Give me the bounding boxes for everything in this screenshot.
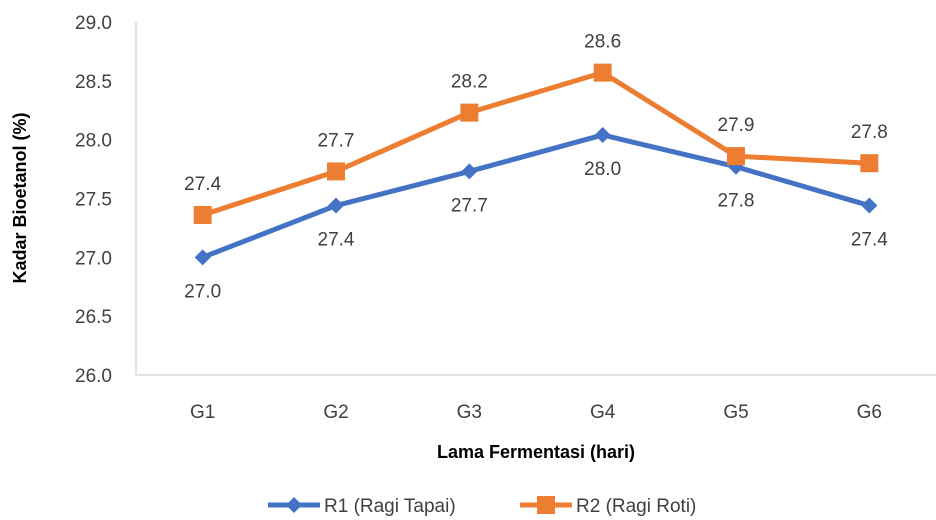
data-point-marker (860, 154, 879, 173)
legend-item: R2 (Ragi Roti) (520, 496, 696, 517)
data-label: 27.8 (718, 191, 755, 212)
series-2 (193, 63, 879, 224)
data-label: 27.8 (851, 122, 888, 143)
data-point-marker (193, 205, 212, 224)
y-tick-label: 29.0 (75, 13, 112, 34)
data-point-marker (328, 197, 344, 214)
data-label: 27.4 (184, 174, 221, 195)
data-label: 28.0 (584, 159, 621, 180)
legend-label: R2 (Ragi Roti) (576, 496, 696, 517)
y-tick-label: 27.5 (75, 190, 112, 211)
legend-marker (537, 496, 555, 514)
data-point-marker (593, 63, 612, 82)
series-line (200, 132, 872, 260)
series-1 (194, 126, 878, 266)
x-axis-title: Lama Fermentasi (hari) (437, 442, 635, 462)
data-label: 27.7 (451, 195, 488, 216)
data-label: 27.7 (318, 130, 355, 151)
data-label: 28.2 (451, 72, 488, 93)
x-tick-label: G4 (590, 402, 616, 423)
x-tick-label: G3 (457, 402, 482, 423)
data-label: 27.4 (318, 230, 355, 251)
legend-label: R1 (Ragi Tapai) (324, 496, 456, 517)
data-label: 27.4 (851, 230, 888, 251)
data-labels: 27.0 27.4 27.7 28.0 27.8 27.4 27.4 27.7 28.2 28.6… (184, 32, 888, 303)
data-label: 28.6 (584, 32, 621, 53)
legend-marker (286, 497, 302, 513)
legend-item: R1 (Ragi Tapai) (268, 496, 456, 517)
x-axis-ticks: G1 G2 G3 G4 G5 G6 (190, 402, 882, 423)
legend: R1 (Ragi Tapai) R2 (Ragi Roti) (268, 496, 696, 517)
x-tick-label: G6 (857, 402, 882, 423)
data-point-marker (727, 147, 745, 166)
y-tick-label: 26.5 (75, 307, 112, 328)
y-tick-label: 28.0 (75, 131, 112, 152)
x-tick-label: G2 (323, 402, 348, 423)
data-label: 27.9 (718, 115, 755, 136)
data-label: 27.0 (184, 281, 221, 302)
data-point-marker (594, 126, 611, 143)
data-point-marker (461, 163, 478, 180)
y-axis-ticks: 26.0 26.5 27.0 27.5 28.0 28.5 29.0 (75, 13, 112, 387)
data-point-marker (327, 162, 345, 181)
y-tick-label: 26.0 (75, 366, 112, 387)
y-tick-label: 27.0 (75, 248, 112, 269)
data-point-marker (460, 103, 479, 122)
data-point-marker (194, 249, 211, 266)
series-layer (193, 63, 879, 266)
y-tick-label: 28.5 (75, 72, 112, 93)
x-tick-label: G1 (190, 402, 215, 423)
series-line (200, 70, 872, 218)
y-axis-title: Kadar Bioetanol (%) (10, 112, 30, 283)
x-tick-label: G5 (723, 402, 748, 423)
data-point-marker (861, 197, 878, 214)
